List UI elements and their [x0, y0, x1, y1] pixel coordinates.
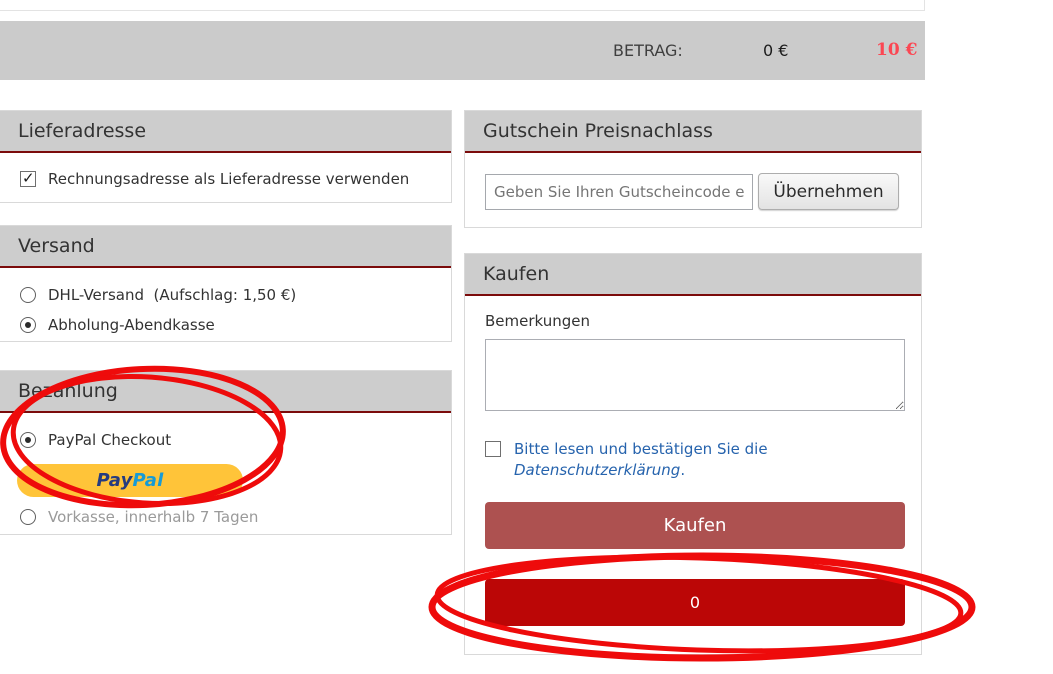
buy-button[interactable]: Kaufen [485, 502, 905, 549]
privacy-row: Bitte lesen und bestätigen Sie die Daten… [465, 439, 921, 481]
privacy-text-line1: Bitte lesen und bestätigen Sie die [514, 440, 768, 458]
total-amount-due: 10 € [876, 40, 918, 60]
previous-section-divider [0, 10, 925, 11]
payment-option-paypal-label: PayPal Checkout [48, 431, 172, 449]
payment-option-prepayment-label: Vorkasse, innerhalb 7 Tagen [48, 508, 259, 526]
delivery-address-title: Lieferadresse [0, 111, 451, 153]
shipping-option-dhl-radio[interactable] [20, 287, 36, 303]
payment-title: Bezahlung [0, 371, 451, 413]
shipping-option-dhl-label: DHL-Versand (Aufschlag: 1,50 €) [48, 286, 297, 304]
billing-as-delivery-checkbox[interactable] [20, 169, 36, 187]
total-amount-paid: 0 € [763, 41, 789, 60]
billing-as-delivery-label: Rechnungsadresse als Lieferadresse verwe… [48, 170, 410, 188]
paypal-logo: Pay [96, 470, 133, 491]
privacy-policy-link[interactable]: Datenschutzerklärung [514, 461, 681, 479]
voucher-apply-button[interactable]: Übernehmen [758, 173, 899, 210]
shipping-option-pickup: Abholung-Abendkasse [0, 316, 451, 334]
voucher-code-input[interactable] [485, 173, 753, 210]
privacy-text-period: . [680, 461, 686, 479]
shipping-option-pickup-radio[interactable] [20, 317, 36, 333]
shipping-option-pickup-label: Abholung-Abendkasse [48, 316, 215, 334]
payment-section: Bezahlung PayPal Checkout PayPal Vorkass… [0, 370, 452, 535]
total-label: BETRAG: [613, 41, 683, 60]
counter-button[interactable]: 0 [485, 579, 905, 626]
purchase-title: Kaufen [465, 254, 921, 296]
privacy-checkbox[interactable] [485, 441, 501, 457]
privacy-text: Bitte lesen und bestätigen Sie die Daten… [514, 439, 824, 481]
shipping-title: Versand [0, 226, 451, 268]
payment-option-prepayment: Vorkasse, innerhalb 7 Tagen [0, 508, 451, 526]
paypal-checkout-button[interactable]: PayPal [17, 464, 243, 497]
shipping-option-dhl: DHL-Versand (Aufschlag: 1,50 €) [0, 268, 451, 304]
voucher-section: Gutschein Preisnachlass Übernehmen [464, 110, 922, 228]
payment-option-prepayment-radio[interactable] [20, 509, 36, 525]
purchase-section: Kaufen Bemerkungen Bitte lesen und bestä… [464, 253, 922, 655]
voucher-title: Gutschein Preisnachlass [465, 111, 921, 153]
delivery-address-section: Lieferadresse Rechnungsadresse als Liefe… [0, 110, 452, 203]
previous-section-border [924, 0, 925, 11]
payment-option-paypal: PayPal Checkout [0, 413, 451, 449]
voucher-row: Übernehmen [465, 153, 921, 210]
remarks-textarea[interactable] [485, 339, 905, 411]
order-total-bar: BETRAG: 0 € 10 € [0, 21, 925, 80]
shipping-section: Versand DHL-Versand (Aufschlag: 1,50 €) … [0, 225, 452, 342]
billing-as-delivery-row: Rechnungsadresse als Lieferadresse verwe… [0, 153, 451, 188]
remarks-label: Bemerkungen [485, 312, 591, 330]
payment-option-paypal-radio[interactable] [20, 432, 36, 448]
paypal-logo-pal: Pal [132, 470, 164, 491]
